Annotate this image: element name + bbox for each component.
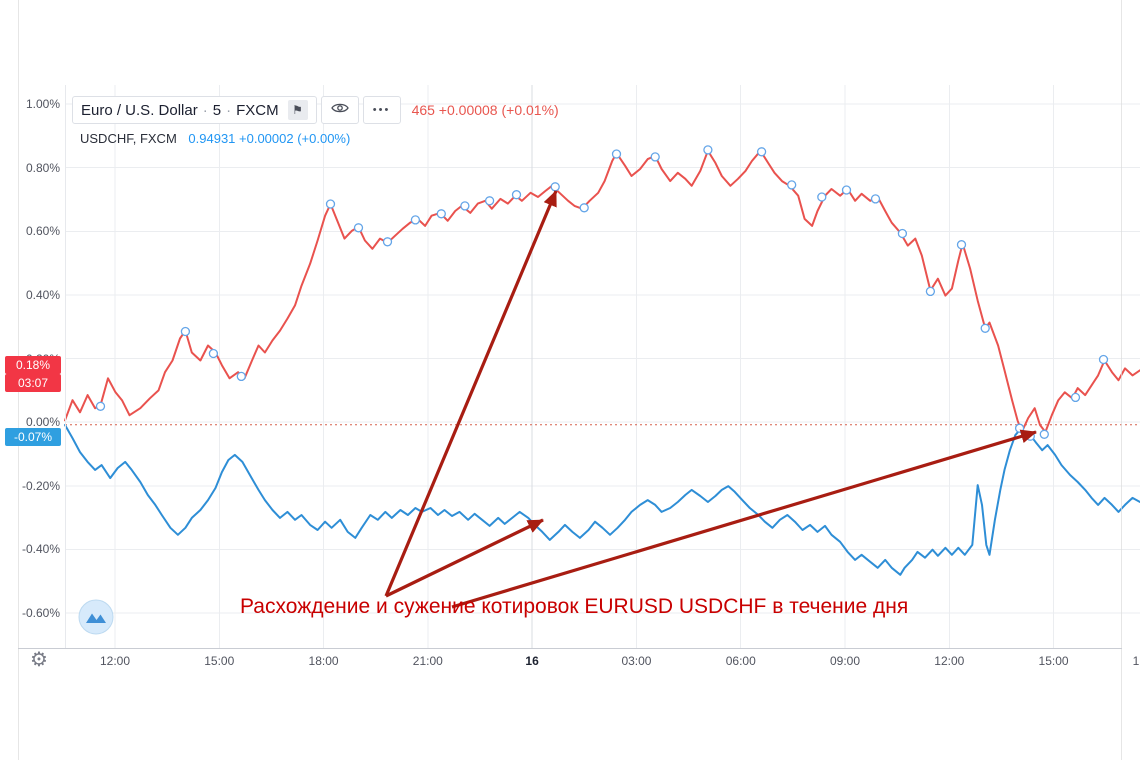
eurusd-price-marker	[511, 190, 522, 200]
time-scale-label: 12:00	[99, 654, 130, 668]
eurusd-line	[64, 149, 1140, 433]
annotation-arrow	[384, 190, 558, 597]
time-scale-label: 15:00	[1038, 654, 1069, 668]
legend-separator: ·	[202, 101, 208, 119]
time-scale-label: 15:00	[204, 654, 235, 668]
eurusd-price-marker	[180, 326, 191, 337]
usdchf-price-badge: -0.07%	[5, 428, 61, 447]
eurusd-price-marker	[956, 240, 967, 250]
usdchf-quote: 0.94931 +0.00002 (+0.00%)	[188, 131, 351, 146]
annotation-arrow	[451, 429, 1037, 609]
eurusd-price-marker	[484, 196, 495, 206]
eurusd-price-marker	[980, 323, 990, 333]
time-axis-line	[18, 648, 1122, 649]
time-scale-label: 06:00	[725, 654, 756, 668]
interval-label[interactable]: 5	[212, 101, 222, 119]
eurusd-quote: 465 +0.00008 (+0.01%)	[411, 102, 559, 118]
time-scale-label: 1	[1132, 654, 1140, 668]
annotation-arrow	[385, 518, 544, 598]
gear-icon: ⚙	[30, 648, 48, 671]
legend: Euro / U.S. Dollar · 5 · FXCM ⚑ ••• 465 …	[72, 96, 559, 124]
eurusd-price-marker	[410, 215, 421, 225]
visibility-toggle-button[interactable]	[320, 96, 359, 124]
time-scale-label: 03:00	[621, 654, 652, 668]
eurusd-price-marker	[1098, 354, 1109, 365]
settings-gear-button[interactable]: ⚙	[26, 646, 52, 672]
eurusd-price-marker	[382, 237, 393, 247]
eurusd-price-marker	[817, 192, 827, 202]
price-scale-label: 0.40%	[25, 287, 60, 302]
more-options-button[interactable]: •••	[362, 96, 401, 124]
price-scale-label: -0.20%	[21, 478, 60, 493]
price-scale-label: -0.40%	[21, 542, 60, 557]
eurusd-price-marker	[236, 371, 246, 382]
usdchf-symbol-label[interactable]: USDCHF, FXCM	[80, 131, 177, 146]
price-scale-label: 0.80%	[25, 160, 60, 175]
eurusd-price-marker	[703, 145, 713, 155]
eurusd-price-marker	[841, 185, 852, 195]
time-scale-label: 16	[525, 654, 539, 668]
price-scale-label: 0.60%	[25, 224, 60, 239]
price-scale-label: 1.00%	[25, 97, 60, 112]
instrument-flag-icon: ⚑	[287, 100, 308, 120]
eye-icon	[330, 101, 349, 119]
eurusd-price-marker	[787, 180, 797, 190]
legend-separator: ·	[226, 101, 232, 119]
eurusd-price-marker	[1014, 423, 1025, 433]
symbol-title[interactable]: Euro / U.S. Dollar	[81, 101, 198, 119]
annotation-text: Расхождение и сужение котировок EURUSD U…	[240, 595, 909, 618]
eurusd-price-marker	[436, 209, 446, 219]
price-scale-label: 0.00%	[25, 415, 60, 430]
eurusd-price-marker	[460, 201, 470, 211]
price-scale-label: -0.60%	[21, 606, 60, 620]
eurusd-price-marker	[325, 199, 336, 209]
eurusd-price-marker	[1070, 392, 1081, 403]
usdchf-legend-row[interactable]: USDCHF, FXCM 0.94931 +0.00002 (+0.00%)	[80, 131, 350, 146]
eurusd-price-marker	[870, 194, 881, 204]
price-scale-separator	[65, 85, 66, 648]
more-icon: •••	[372, 104, 391, 116]
eurusd-price-badge: 0.18%	[5, 355, 61, 374]
idea-image-marker[interactable]	[78, 599, 114, 635]
eurusd-timer-badge: 03:07	[5, 373, 61, 392]
eurusd-price-marker	[579, 203, 589, 213]
eurusd-price-marker	[611, 149, 622, 159]
exchange-label: FXCM	[236, 101, 279, 119]
eurusd-price-marker	[208, 348, 219, 359]
time-scale-label: 12:00	[934, 654, 965, 668]
time-scale-label: 09:00	[830, 654, 861, 668]
eurusd-price-marker	[353, 223, 364, 233]
time-scale-label: 18:00	[308, 654, 339, 668]
page-border-right	[1121, 0, 1122, 760]
eurusd-price-marker	[550, 182, 560, 192]
usdchf-line	[64, 424, 1140, 576]
eurusd-price-marker	[756, 147, 767, 157]
eurusd-price-marker	[95, 401, 106, 411]
eurusd-price-marker	[925, 286, 936, 297]
time-scale-label: 21:00	[412, 654, 443, 668]
symbol-legend-box[interactable]: Euro / U.S. Dollar · 5 · FXCM ⚑	[72, 96, 317, 124]
eurusd-price-marker	[1039, 429, 1049, 439]
eurusd-price-marker	[650, 152, 660, 162]
eurusd-price-marker	[897, 228, 908, 239]
